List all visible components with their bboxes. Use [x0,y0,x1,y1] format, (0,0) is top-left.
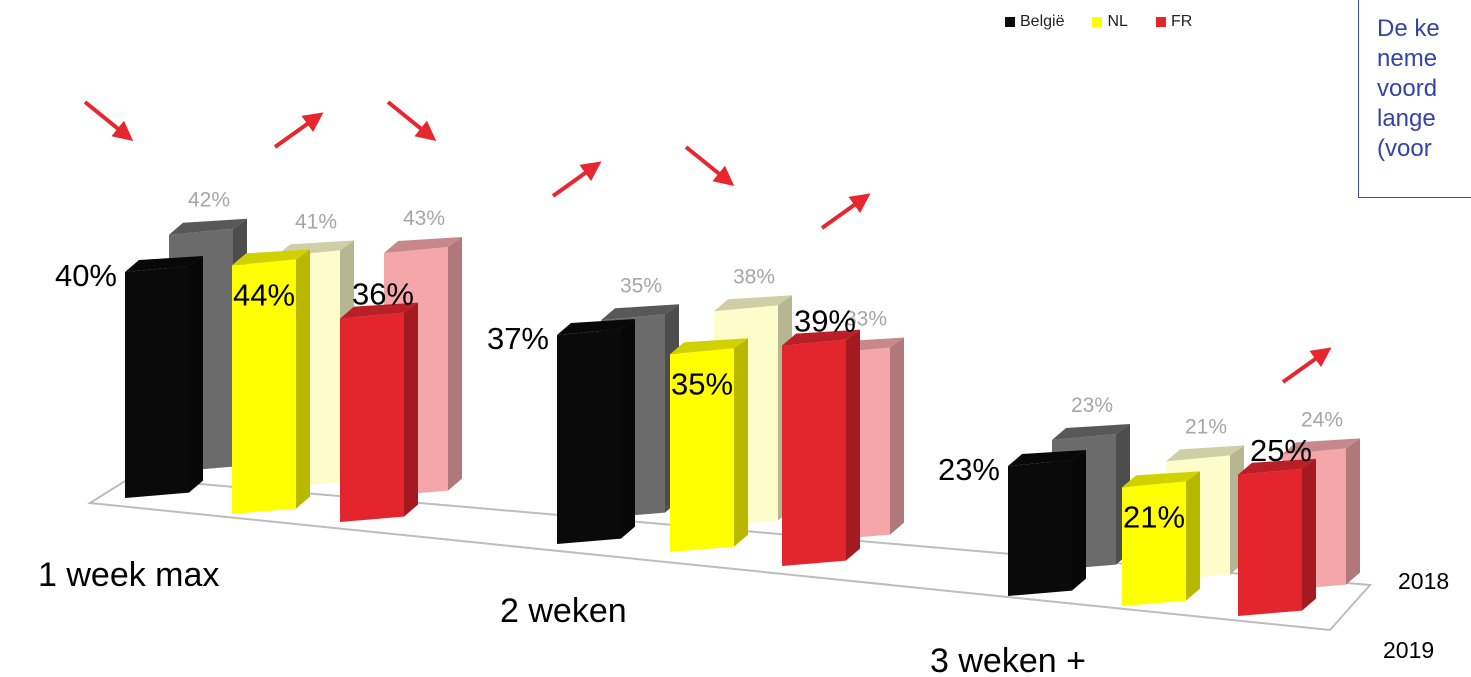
bar-belgie-2019-cat3 [1008,450,1086,596]
bar-fr-2018-cat1-side [448,237,462,491]
bar-fr-2018-cat3-top [1282,438,1360,455]
bar-fr-2019-cat3-top [1238,458,1316,475]
label-fr-2019-cat1: 36% [352,277,414,312]
note-box: De ke neme voord lange (voor [1358,0,1471,198]
value-labels: 42% 41% 43% 40% 44% 36% 35% 38% 33% 37% 35% 39% 23% 2… [55,189,1343,535]
bar-belgie-2019-cat3-front [1008,460,1072,596]
bar-fr-2019-cat2-side [846,329,860,561]
bar-nl-2018-cat2-top [714,295,792,312]
legend-label-fr: FR [1170,13,1193,30]
bar-belgie-2019-cat3-top [1008,450,1086,467]
bar-fr-2018-cat1-top [384,237,462,254]
legend-item-nl: NL [1092,13,1128,31]
bar-belgie-2018-cat2-top [601,304,679,321]
legend-item-fr: FR [1155,13,1193,31]
label-nl-2018-cat1: 41% [295,210,337,233]
label-belgie-2018-cat3: 23% [1071,394,1113,417]
bar-belgie-2019-cat3-side [1072,450,1086,591]
bar-belgie-2018-cat1-top [169,218,247,235]
label-fr-2019-cat3: 25% [1250,433,1312,468]
note-line-4: lange [1377,105,1436,132]
bar-fr-2019-cat3 [1238,458,1316,616]
bar-fr-2019-cat1-front [340,312,404,522]
label-belgie-2019-cat2: 37% [487,321,549,356]
bars [125,218,1360,616]
bar-belgie-2019-cat2-side [621,318,635,539]
label-fr-2018-cat2: 33% [845,308,887,331]
bar-nl-2019-cat3-top [1122,471,1200,488]
chart-floor [86,476,1373,632]
bar-fr-2018-cat3-side [1346,438,1360,585]
bar-nl-2019-cat3-front [1122,481,1186,606]
bar-belgie-2019-cat1-top [125,256,203,272]
bar-belgie-2019-cat2-top [557,318,635,335]
trend-arrow-up-6 [820,193,871,230]
bar-nl-2019-cat2 [670,338,748,552]
label-belgie-2019-cat3: 23% [938,452,1000,487]
category-label-3: 3 weken + [930,642,1086,677]
depth-label-2018: 2018 [1398,568,1449,594]
bar-fr-2019-cat3-front [1238,468,1302,616]
note-line-3: voord [1377,75,1438,102]
label-nl-2019-cat3: 21% [1123,499,1185,534]
trend-arrow-up-2 [273,112,324,149]
bar-nl-2018-cat3-top [1166,445,1244,462]
label-nl-2018-cat2: 38% [733,265,775,288]
bar-nl-2019-cat2-front [670,348,734,552]
note-line-2: neme [1377,45,1438,72]
label-fr-2019-cat2: 39% [794,304,856,339]
bar-belgie-2019-cat1-front [125,266,189,498]
bar-nl-2019-cat1-top [232,249,310,266]
bar-nl-2019-cat3-side [1186,471,1200,601]
label-belgie-2019-cat1: 40% [55,258,117,293]
label-belgie-2018-cat1: 42% [188,189,230,212]
label-nl-2019-cat2: 35% [671,366,733,401]
bar-fr-2019-cat3-side [1302,458,1316,611]
bar-belgie-2018-cat3-top [1052,424,1130,441]
bar-fr-2018-cat2-side [890,337,904,535]
trend-arrow-down-5 [684,145,735,187]
bar-nl-2019-cat2-top [670,338,748,355]
bar-belgie-2019-cat1-side [189,256,203,493]
bar-fr-2019-cat2 [782,329,860,566]
legend-swatch-belgie [1005,17,1015,27]
trend-arrow-down-1 [83,100,134,142]
bar-nl-2019-cat2-side [734,338,748,547]
bar-fr-2019-cat2-top [782,329,860,346]
category-label-1: 1 week max [38,556,219,594]
trend-arrow-down-3 [386,100,437,142]
legend-swatch-nl [1092,17,1103,27]
category-label-2: 2 weken [500,592,627,630]
legend-item-belgie: België [1005,13,1064,31]
note-line-5: (voor [1377,135,1432,162]
bar-nl-2019-cat1 [232,249,310,514]
trend-arrows [83,100,1332,384]
label-nl-2018-cat3: 21% [1185,415,1227,438]
bar-belgie-2019-cat2 [557,318,635,544]
legend-swatch-fr [1155,17,1166,27]
label-nl-2019-cat1: 44% [233,277,295,312]
bar-fr-2019-cat1-side [404,302,418,517]
legend-label-nl: NL [1107,13,1128,30]
label-fr-2018-cat3: 24% [1301,408,1343,431]
trend-arrow-up-4 [551,161,602,198]
bar-nl-2019-cat1-front [232,259,296,514]
trend-arrow-up-7 [1281,347,1332,384]
legend: België NL FR [1005,13,1192,31]
note-line-1: De ke [1377,15,1440,42]
bar-fr-2019-cat1 [340,302,418,522]
floor [86,476,1373,632]
legend-label-belgie: België [1020,13,1065,30]
depth-label-2019: 2019 [1383,637,1434,663]
label-belgie-2018-cat2: 35% [620,274,662,297]
bar-nl-2019-cat1-side [296,249,310,509]
bar-fr-2019-cat1-top [340,302,418,319]
bar-belgie-2019-cat1 [125,256,203,498]
bar-belgie-2019-cat2-front [557,328,621,544]
bar-fr-2019-cat2-front [782,339,846,566]
label-fr-2018-cat1: 43% [403,207,445,230]
bar-nl-2019-cat3 [1122,471,1200,606]
